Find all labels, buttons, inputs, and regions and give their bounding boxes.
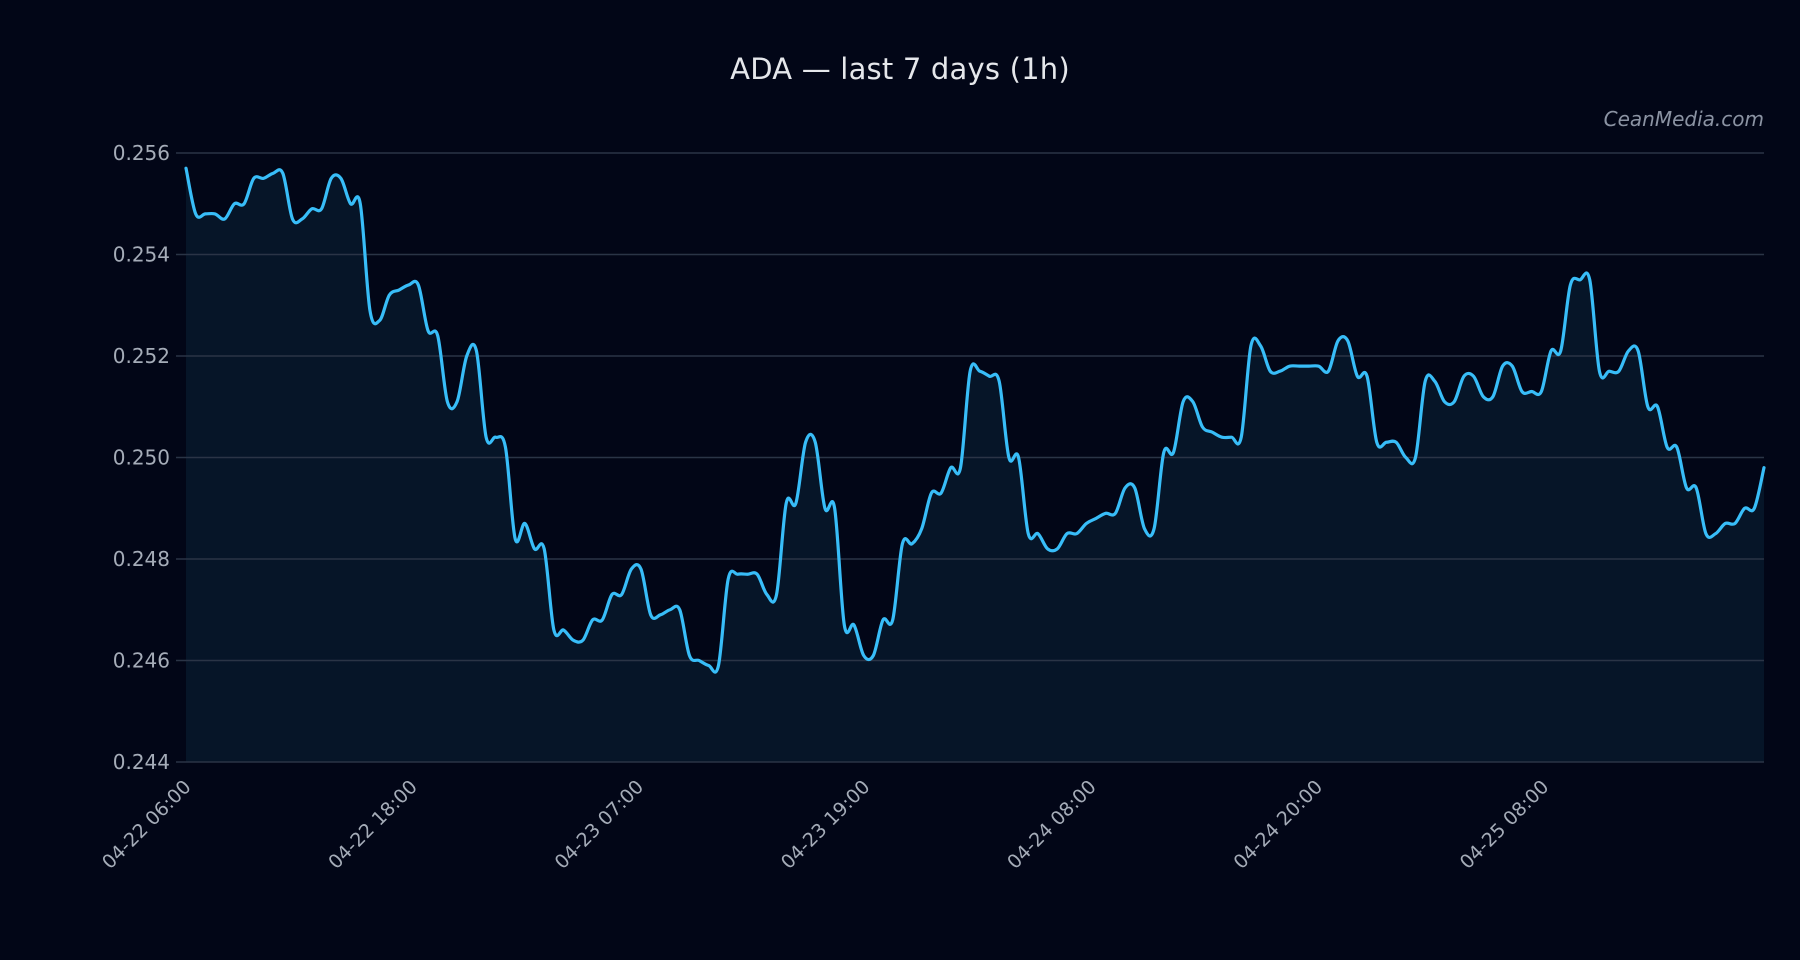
x-tick-label: 04-24 20:00 <box>1229 776 1327 874</box>
y-tick-label: 0.248 <box>113 547 170 571</box>
x-tick-label: 04-23 19:00 <box>777 776 875 874</box>
y-tick-label: 0.250 <box>113 446 170 470</box>
x-tick-label: 04-23 07:00 <box>551 776 649 874</box>
chart-title: ADA — last 7 days (1h) <box>730 52 1070 86</box>
y-tick-label: 0.244 <box>113 750 170 774</box>
price-line <box>184 166 1766 674</box>
x-tick-label: 04-22 06:00 <box>98 776 196 874</box>
y-tick-label: 0.254 <box>113 243 170 267</box>
y-tick-label: 0.246 <box>113 649 170 673</box>
area-fill <box>186 168 1764 763</box>
y-tick-label: 0.256 <box>113 141 170 165</box>
x-tick-label: 04-22 18:00 <box>324 776 422 874</box>
watermark: CeanMedia.com <box>1603 107 1764 131</box>
x-tick-label: 04-25 08:00 <box>1456 776 1554 874</box>
x-tick-label: 04-24 08:00 <box>1003 776 1101 874</box>
y-tick-label: 0.252 <box>113 344 170 368</box>
